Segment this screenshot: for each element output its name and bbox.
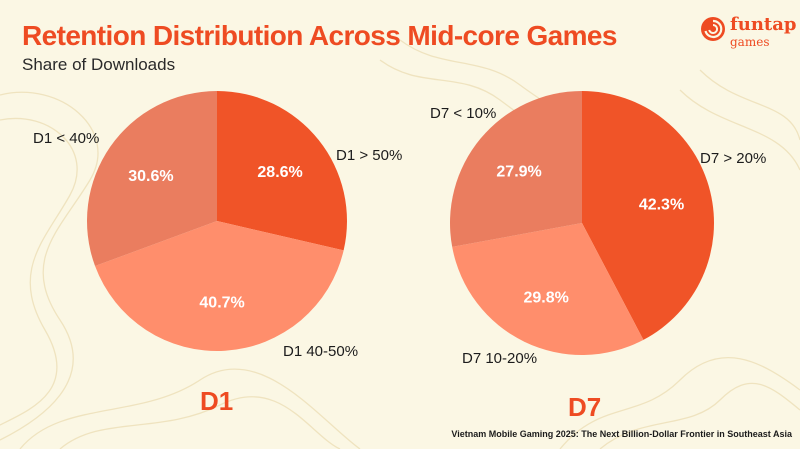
category-label-d7-2: D7 < 10% bbox=[430, 105, 496, 122]
slice-value-label-d1-0: 28.6% bbox=[257, 164, 302, 181]
logo-tagline: games bbox=[730, 35, 770, 49]
funtap-logo: funtap games bbox=[700, 14, 796, 54]
pie-slice-d7-2 bbox=[450, 91, 582, 247]
category-label-d7-0: D7 > 20% bbox=[700, 150, 766, 167]
pie-slice-d1-1 bbox=[95, 221, 344, 351]
category-label-d1-0: D1 > 50% bbox=[336, 147, 402, 164]
category-label-d7-1: D7 10-20% bbox=[462, 350, 537, 367]
pie-chart-d1: 28.6% D1 > 50% 40.7% D1 40-50% 30.6% D1 < 40% bbox=[33, 91, 402, 360]
slice-value-label-d7-0: 42.3% bbox=[639, 196, 684, 213]
pie-slice-d1-2 bbox=[87, 91, 217, 267]
page-title: Retention Distribution Across Mid-core G… bbox=[22, 20, 617, 51]
slice-value-label-d1-2: 30.6% bbox=[128, 168, 173, 185]
category-label-d1-2: D1 < 40% bbox=[33, 130, 99, 147]
logo-wordmark: funtap bbox=[730, 14, 797, 35]
slice-value-label-d7-1: 29.8% bbox=[524, 290, 569, 307]
source-footnote: Vietnam Mobile Gaming 2025: The Next Bil… bbox=[451, 429, 792, 439]
pie-slice-d1-0 bbox=[217, 91, 347, 251]
chart-title-d7: D7 bbox=[568, 392, 602, 422]
slice-value-label-d1-1: 40.7% bbox=[199, 294, 244, 311]
page-subtitle: Share of Downloads bbox=[22, 55, 176, 74]
chart-title-d1: D1 bbox=[200, 386, 234, 416]
pie-chart-d7: 42.3% D7 > 20% 29.8% D7 10-20% 27.9% D7 < 10% bbox=[430, 91, 766, 367]
swirl-logo-icon bbox=[701, 17, 725, 41]
pie-slice-d7-1 bbox=[452, 223, 644, 355]
category-label-d1-1: D1 40-50% bbox=[283, 343, 358, 360]
pie-slice-d7-0 bbox=[582, 91, 714, 340]
slice-value-label-d7-2: 27.9% bbox=[496, 164, 541, 181]
